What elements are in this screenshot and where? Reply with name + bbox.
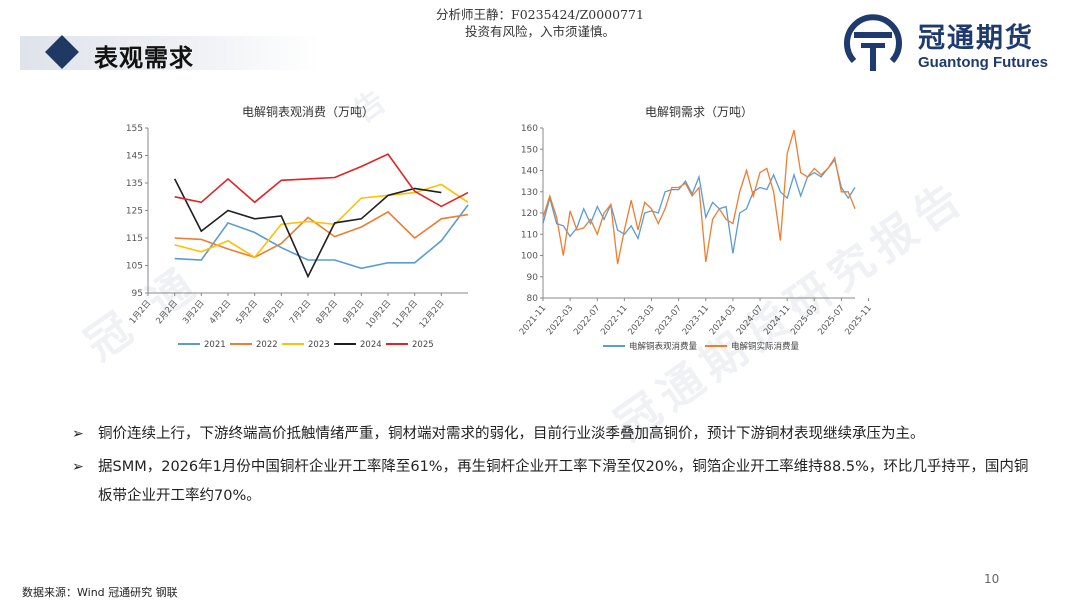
x-tick-label: 2024-11 [762,304,792,338]
y-tick-label: 90 [527,273,539,283]
x-tick-label: 2023-07 [653,304,683,338]
legend-label: 2022 [256,340,278,350]
y-tick-label: 130 [521,188,538,198]
chart-title: 电解铜表观消费（万吨） [242,104,374,119]
legend-label: 电解铜表观消费量 [629,341,698,352]
y-tick-label: 135 [126,179,143,189]
series-line-4 [173,178,442,279]
x-tick-label: 10月2日 [364,299,393,331]
y-tick-label: 160 [521,124,538,134]
series-line-2 [174,210,469,259]
x-tick-label: 2021-11 [518,304,548,338]
y-tick-label: 125 [126,207,143,217]
y-tick-label: 120 [521,209,538,219]
series-line-3 [174,183,469,259]
x-tick-label: 8月2日 [314,299,340,327]
legend-label: 2021 [204,340,226,350]
logo-name-cn: 冠通期货 [918,23,1034,54]
x-tick-label: 2024-07 [735,304,765,338]
x-tick-label: 2022-07 [572,304,602,338]
y-tick-label: 115 [126,234,143,244]
y-tick-label: 80 [527,294,539,304]
legend-label: 2024 [360,340,382,350]
y-tick-label: 145 [126,152,143,162]
y-tick-label: 100 [521,252,538,262]
y-tick-label: 105 [126,262,143,272]
x-tick-label: 2025-11 [843,304,873,338]
series-line-1 [174,204,469,270]
risk-warning: 投资有风险，入市须谨慎。 [464,24,615,39]
section-title-block: 表观需求 [20,26,380,78]
bullet-list: ➢ 铜价连续上行，下游终端高价抵触情绪严重，铜材端对需求的弱化，目前行业淡季叠加… [72,420,1032,515]
bullet-text-2: 据SMM，2026年1月份中国铜杆企业开工率降至61%，再生铜杆企业开工率下滑至… [98,459,1029,504]
y-tick-label: 155 [126,124,143,134]
x-tick-label: 6月2日 [261,299,287,327]
x-tick-label: 7月2日 [288,299,314,327]
bullet-item-2: ➢ 据SMM，2026年1月份中国铜杆企业开工率降至61%，再生铜杆企业开工率下… [72,453,1032,511]
data-source: 数据来源：Wind 冠通研究 钢联 [22,586,178,599]
chart-title: 电解铜需求（万吨） [645,104,753,119]
x-tick-label: 2023-11 [681,304,711,338]
apparent-consumption-chart: 电解铜表观消费（万吨） 95 105 115 125 135 145 155 1月2日 2月2日 3… [126,104,469,350]
x-tick-label: 3月2日 [181,299,207,327]
y-tick-label: 140 [521,167,538,177]
bullet-item-1: ➢ 铜价连续上行，下游终端高价抵触情绪严重，铜材端对需求的弱化，目前行业淡季叠加… [72,420,1032,449]
section-title: 表观需求 [94,44,194,72]
bullet-arrow-icon: ➢ [72,459,84,475]
legend-label: 2023 [308,340,330,350]
bullet-arrow-icon: ➢ [72,426,84,442]
y-tick-label: 150 [521,145,538,155]
x-tick-label: 2023-03 [626,304,656,338]
x-tick-label: 5月2日 [234,299,260,327]
legend-label: 2025 [412,340,434,350]
x-tick-label: 2022-11 [599,304,629,338]
logo-name-en: Guantong Futures [918,54,1048,71]
x-tick-label: 1月2日 [128,299,154,327]
x-tick-label: 2022-03 [545,304,575,338]
x-tick-label: 4月2日 [208,299,234,327]
x-tick-label: 9月2日 [341,299,367,327]
x-tick-label: 2月2日 [154,299,180,327]
x-tick-label: 2024-03 [708,304,738,338]
x-tick-label: 11月2日 [391,299,420,331]
copper-demand-chart: 电解铜需求（万吨） 80 90 100 110 120 130 140 150 160 2021-1… [518,104,874,352]
x-tick-label: 2025-03 [789,304,819,338]
y-tick-label: 95 [132,289,143,299]
x-tick-label: 2025-07 [816,304,846,338]
series-line-1 [542,158,856,254]
analyst-line: 分析师王静：F0235424/Z0000771 [436,7,644,22]
x-tick-label: 12月2日 [418,299,447,331]
legend-label: 电解铜实际消费量 [731,341,800,352]
series-line-2 [542,129,856,265]
bullet-text-1: 铜价连续上行，下游终端高价抵触情绪严重，铜材端对需求的弱化，目前行业淡季叠加高铜… [98,426,925,442]
page-number: 10 [984,572,1000,586]
logo-emblem-icon [844,14,902,71]
y-tick-label: 110 [521,230,538,240]
series-line-5 [174,153,469,208]
company-logo: 冠通期货 Guantong Futures [838,14,1068,76]
analyst-info: 分析师王静：F0235424/Z0000771 投资有风险，入市须谨慎。 [0,6,1080,40]
